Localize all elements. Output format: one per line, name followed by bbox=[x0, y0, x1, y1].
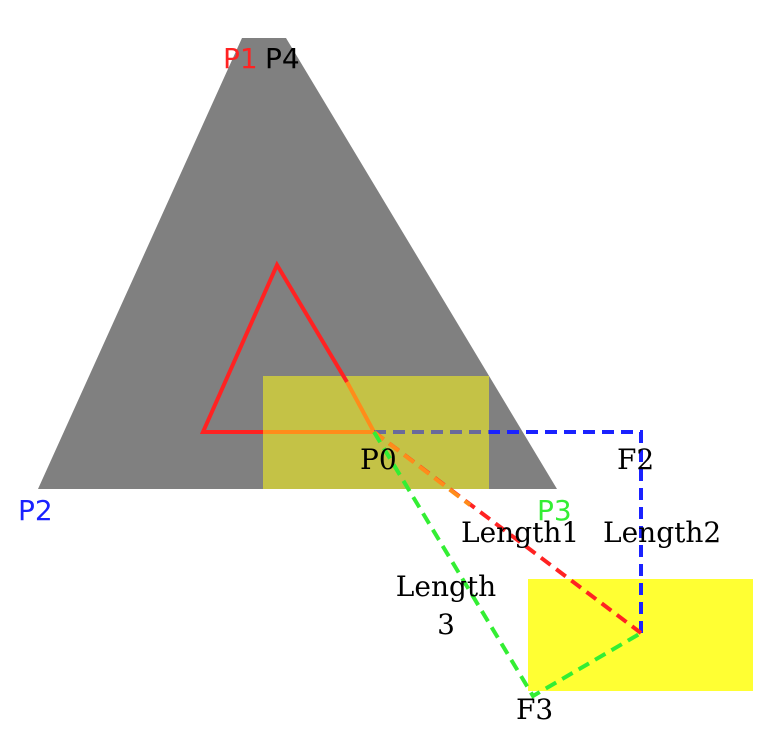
label-p0: P0 bbox=[360, 443, 397, 476]
label-p3: P3 bbox=[537, 494, 572, 527]
label-length2: Length2 bbox=[603, 516, 722, 549]
label-p4: P4 bbox=[265, 42, 300, 75]
label-length3: Length 3 bbox=[395, 570, 497, 641]
target-rectangle bbox=[528, 579, 753, 691]
red-triangle-orange-segment bbox=[345, 381, 376, 433]
label-p1: P1 bbox=[223, 42, 258, 75]
label-length1: Length1 bbox=[461, 516, 580, 549]
label-f3: F3 bbox=[516, 693, 554, 726]
label-f2: F2 bbox=[617, 443, 655, 476]
red-dashed-orange-part bbox=[372, 430, 472, 507]
green-dashed-path bbox=[372, 430, 643, 699]
label-p2: P2 bbox=[18, 494, 53, 527]
blue-dashed-path bbox=[374, 430, 643, 633]
